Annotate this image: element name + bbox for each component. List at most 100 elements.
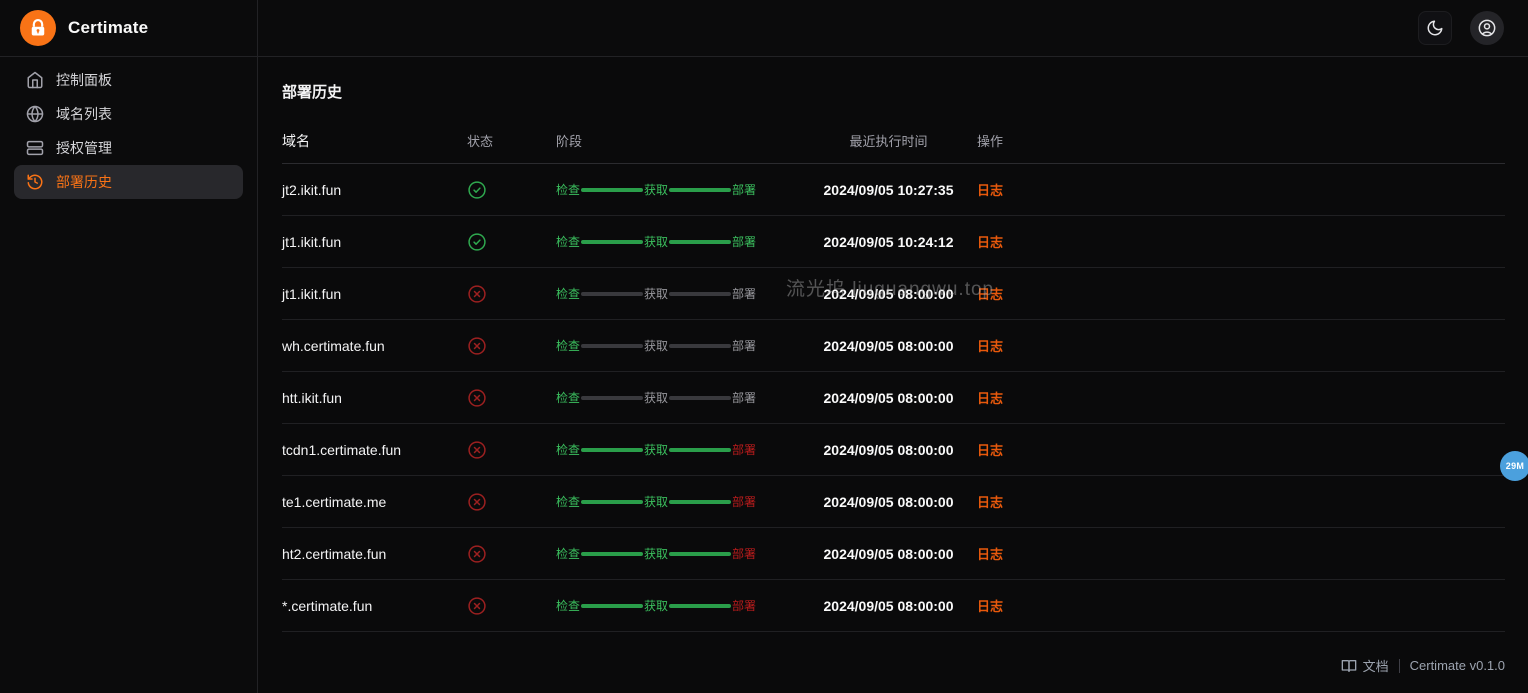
sidebar-item-label: 部署历史 [56,174,112,190]
stage-connector [669,551,732,556]
column-header-action: 操作 [977,134,1004,149]
row-action: 日志 [976,596,1505,616]
sidebar-item-label: 域名列表 [56,106,112,122]
table-row: jt1.ikit.fun 检查 获取 部署 2024/09/05 10:24:12 … [282,216,1505,268]
topbar-actions [258,0,1528,56]
globe-icon [26,105,44,123]
stage-connector [669,239,732,244]
stage-label: 部署 [732,183,757,197]
row-action: 日志 [976,232,1505,252]
stage-connector [581,239,644,244]
stage-progress: 检查 获取 部署 [556,181,801,198]
stage-connector [581,447,644,452]
column-header-domain: 域名 [282,132,310,149]
server-icon [26,140,44,156]
sidebar-item-access[interactable]: 授权管理 [14,131,243,165]
row-action: 日志 [976,492,1505,512]
row-stage: 检查 获取 部署 [556,233,801,250]
table-row: te1.certimate.me 检查 获取 部署 2024/09/05 08:00… [282,476,1505,528]
table-row: tcdn1.certimate.fun 检查 获取 部署 2024/09/05 08… [282,424,1505,476]
row-status [467,336,556,356]
row-stage: 检查 获取 部署 [556,181,801,198]
row-stage: 检查 获取 部署 [556,597,801,614]
book-icon [1341,659,1356,672]
row-domain: ht2.certimate.fun [282,545,387,562]
log-link[interactable]: 日志 [977,234,1004,250]
log-link[interactable]: 日志 [977,182,1004,198]
row-status [467,440,556,460]
check-circle-icon [468,232,486,251]
sidebar-item-domains[interactable]: 域名列表 [14,97,243,131]
log-link[interactable]: 日志 [977,546,1004,562]
row-action: 日志 [976,440,1505,460]
row-time: 2024/09/05 08:00:00 [823,441,954,458]
row-status [467,388,556,408]
stage-progress: 检查 获取 部署 [556,545,801,562]
deploy-history-table: 域名 状态 阶段 最近执行时间 操作 jt2.ikit.fun 检查 获取 部署 2… [282,118,1505,632]
stage-connector [581,603,644,608]
user-menu-button[interactable] [1470,11,1504,45]
logo: Certimate [0,0,258,56]
sidebar-item-history[interactable]: 部署历史 [14,165,243,199]
row-action: 日志 [976,180,1505,200]
history-icon [27,174,43,190]
row-stage: 检查 获取 部署 [556,337,801,354]
row-time: 2024/09/05 08:00:00 [823,545,954,562]
stage-label: 检查 [556,599,581,613]
stage-progress: 检查 获取 部署 [556,597,801,614]
log-link[interactable]: 日志 [977,494,1004,510]
stage-progress: 检查 获取 部署 [556,337,801,354]
docs-link[interactable]: 文档 [1341,656,1389,675]
stage-label: 部署 [732,495,757,509]
stage-label: 获取 [644,495,669,509]
stage-label: 检查 [556,495,581,509]
theme-toggle-button[interactable] [1418,11,1452,45]
x-circle-icon [468,492,486,511]
row-time: 2024/09/05 10:24:12 [823,233,954,250]
row-stage: 检查 获取 部署 [556,285,801,302]
row-domain: te1.certimate.me [282,493,387,510]
docs-label: 文档 [1362,659,1389,674]
row-domain: jt1.ikit.fun [282,233,342,250]
log-link[interactable]: 日志 [977,338,1004,354]
stage-connector [669,603,732,608]
sidebar-item-dashboard[interactable]: 控制面板 [14,63,243,97]
table-row: jt1.ikit.fun 检查 获取 部署 2024/09/05 08:00:00 … [282,268,1505,320]
table-row: *.certimate.fun 检查 获取 部署 2024/09/05 08:00:… [282,580,1505,632]
sidebar-item-label: 控制面板 [56,72,112,88]
log-link[interactable]: 日志 [977,390,1004,406]
row-time: 2024/09/05 08:00:00 [823,337,954,354]
stage-label: 获取 [644,599,669,613]
overlay-badge[interactable]: 29M [1500,451,1528,481]
log-link[interactable]: 日志 [977,442,1004,458]
table-row: ht2.certimate.fun 检查 获取 部署 2024/09/05 08:0… [282,528,1505,580]
row-action: 日志 [976,284,1505,304]
row-status [467,544,556,564]
log-link[interactable]: 日志 [977,286,1004,302]
sidebar: 控制面板 域名列表 授权管理 部署历史 [0,57,258,693]
check-circle-icon [468,180,486,199]
x-circle-icon [468,388,486,407]
stage-label: 检查 [556,339,581,353]
app-name: Certimate [68,18,149,37]
table-row: wh.certimate.fun 检查 获取 部署 2024/09/05 08:00… [282,320,1505,372]
log-link[interactable]: 日志 [977,598,1004,614]
stage-label: 获取 [644,547,669,561]
row-stage: 检查 获取 部署 [556,545,801,562]
lock-icon [20,10,56,46]
row-status [467,180,556,200]
x-circle-icon [468,544,486,563]
stage-label: 部署 [732,443,757,457]
stage-label: 检查 [556,235,581,249]
stage-connector [581,395,644,400]
stage-label: 获取 [644,287,669,301]
stage-label: 获取 [644,235,669,249]
row-time: 2024/09/05 08:00:00 [823,285,954,302]
stage-progress: 检查 获取 部署 [556,493,801,510]
stage-label: 部署 [732,599,757,613]
stage-label: 部署 [732,547,757,561]
x-circle-icon [468,440,486,459]
stage-connector [669,447,732,452]
row-stage: 检查 获取 部署 [556,389,801,406]
stage-label: 检查 [556,443,581,457]
